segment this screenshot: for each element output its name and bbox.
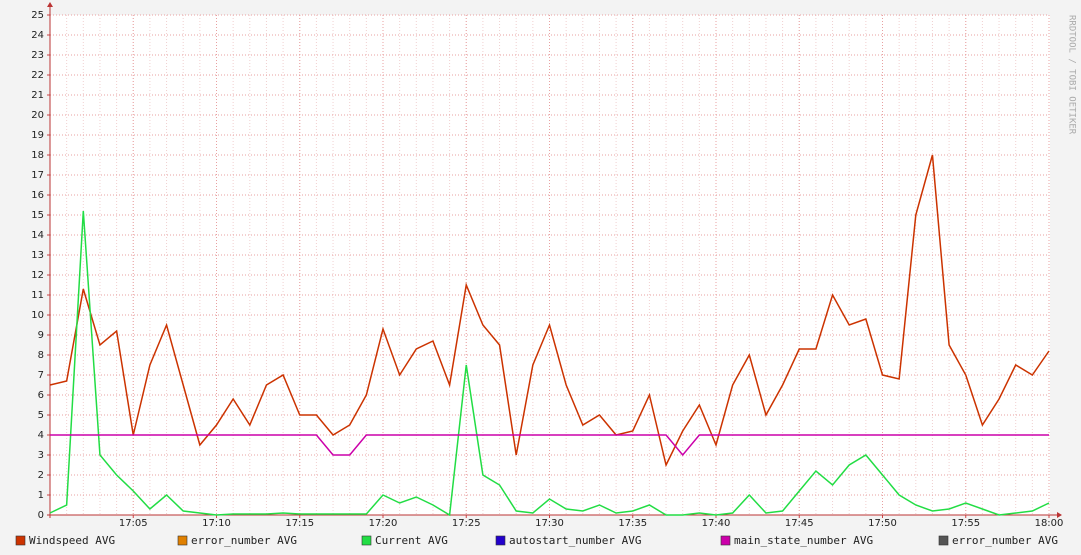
y-tick-label: 25 <box>31 10 44 21</box>
legend-label: error_number AVG <box>191 534 297 547</box>
y-tick-label: 5 <box>38 410 44 421</box>
y-tick-label: 18 <box>31 150 44 161</box>
series-line <box>50 434 1049 457</box>
legend-swatch <box>15 535 26 546</box>
y-tick-label: 0 <box>38 510 44 521</box>
y-tick-label: 23 <box>31 50 44 61</box>
y-tick-label: 4 <box>38 430 44 441</box>
y-tick-label: 15 <box>31 210 44 221</box>
axis-arrow <box>1057 512 1062 518</box>
legend-label: error_number AVG <box>952 534 1058 547</box>
series-line <box>49 154 1050 468</box>
y-tick-label: 21 <box>31 90 44 101</box>
x-tick-label: 17:25 <box>452 518 481 529</box>
y-tick-label: 17 <box>31 170 44 181</box>
x-tick-label: 17:40 <box>702 518 731 529</box>
x-tick-label: 17:20 <box>369 518 398 529</box>
y-tick-label: 11 <box>31 290 44 301</box>
x-tick-label: 17:15 <box>285 518 314 529</box>
y-tick-label: 22 <box>31 70 44 81</box>
y-tick-label: 10 <box>31 310 44 321</box>
x-tick-label: 17:55 <box>951 518 980 529</box>
series-line <box>49 210 1050 517</box>
axis-arrow <box>47 2 53 7</box>
x-tick-label: 17:10 <box>202 518 231 529</box>
y-tick-label: 6 <box>38 390 44 401</box>
legend-swatch <box>495 535 506 546</box>
legend-label: autostart_number AVG <box>509 534 641 547</box>
y-tick-label: 1 <box>38 490 44 501</box>
y-tick-label: 13 <box>31 250 44 261</box>
legend-swatch <box>938 535 949 546</box>
legend-swatch <box>720 535 731 546</box>
legend-swatch <box>177 535 188 546</box>
x-tick-label: 17:50 <box>868 518 897 529</box>
y-tick-label: 8 <box>38 350 44 361</box>
x-tick-label: 17:05 <box>119 518 148 529</box>
y-tick-label: 12 <box>31 270 44 281</box>
x-tick-label: 17:30 <box>535 518 564 529</box>
x-tick-label: 17:45 <box>785 518 814 529</box>
y-tick-label: 20 <box>31 110 44 121</box>
legend-label: main_state_number AVG <box>734 534 873 547</box>
y-tick-label: 24 <box>31 30 44 41</box>
y-tick-label: 2 <box>38 470 44 481</box>
x-tick-label: 18:00 <box>1035 518 1064 529</box>
x-tick-label: 17:35 <box>618 518 647 529</box>
y-tick-label: 14 <box>31 230 44 241</box>
y-tick-label: 9 <box>38 330 44 341</box>
y-tick-label: 19 <box>31 130 44 141</box>
y-tick-label: 7 <box>38 370 44 381</box>
watermark: RRDTOOL / TOBI OETIKER <box>1067 15 1077 135</box>
legend-label: Current AVG <box>375 534 448 547</box>
y-tick-label: 3 <box>38 450 44 461</box>
legend-label: Windspeed AVG <box>29 534 115 547</box>
legend-swatch <box>361 535 372 546</box>
y-tick-label: 16 <box>31 190 44 201</box>
